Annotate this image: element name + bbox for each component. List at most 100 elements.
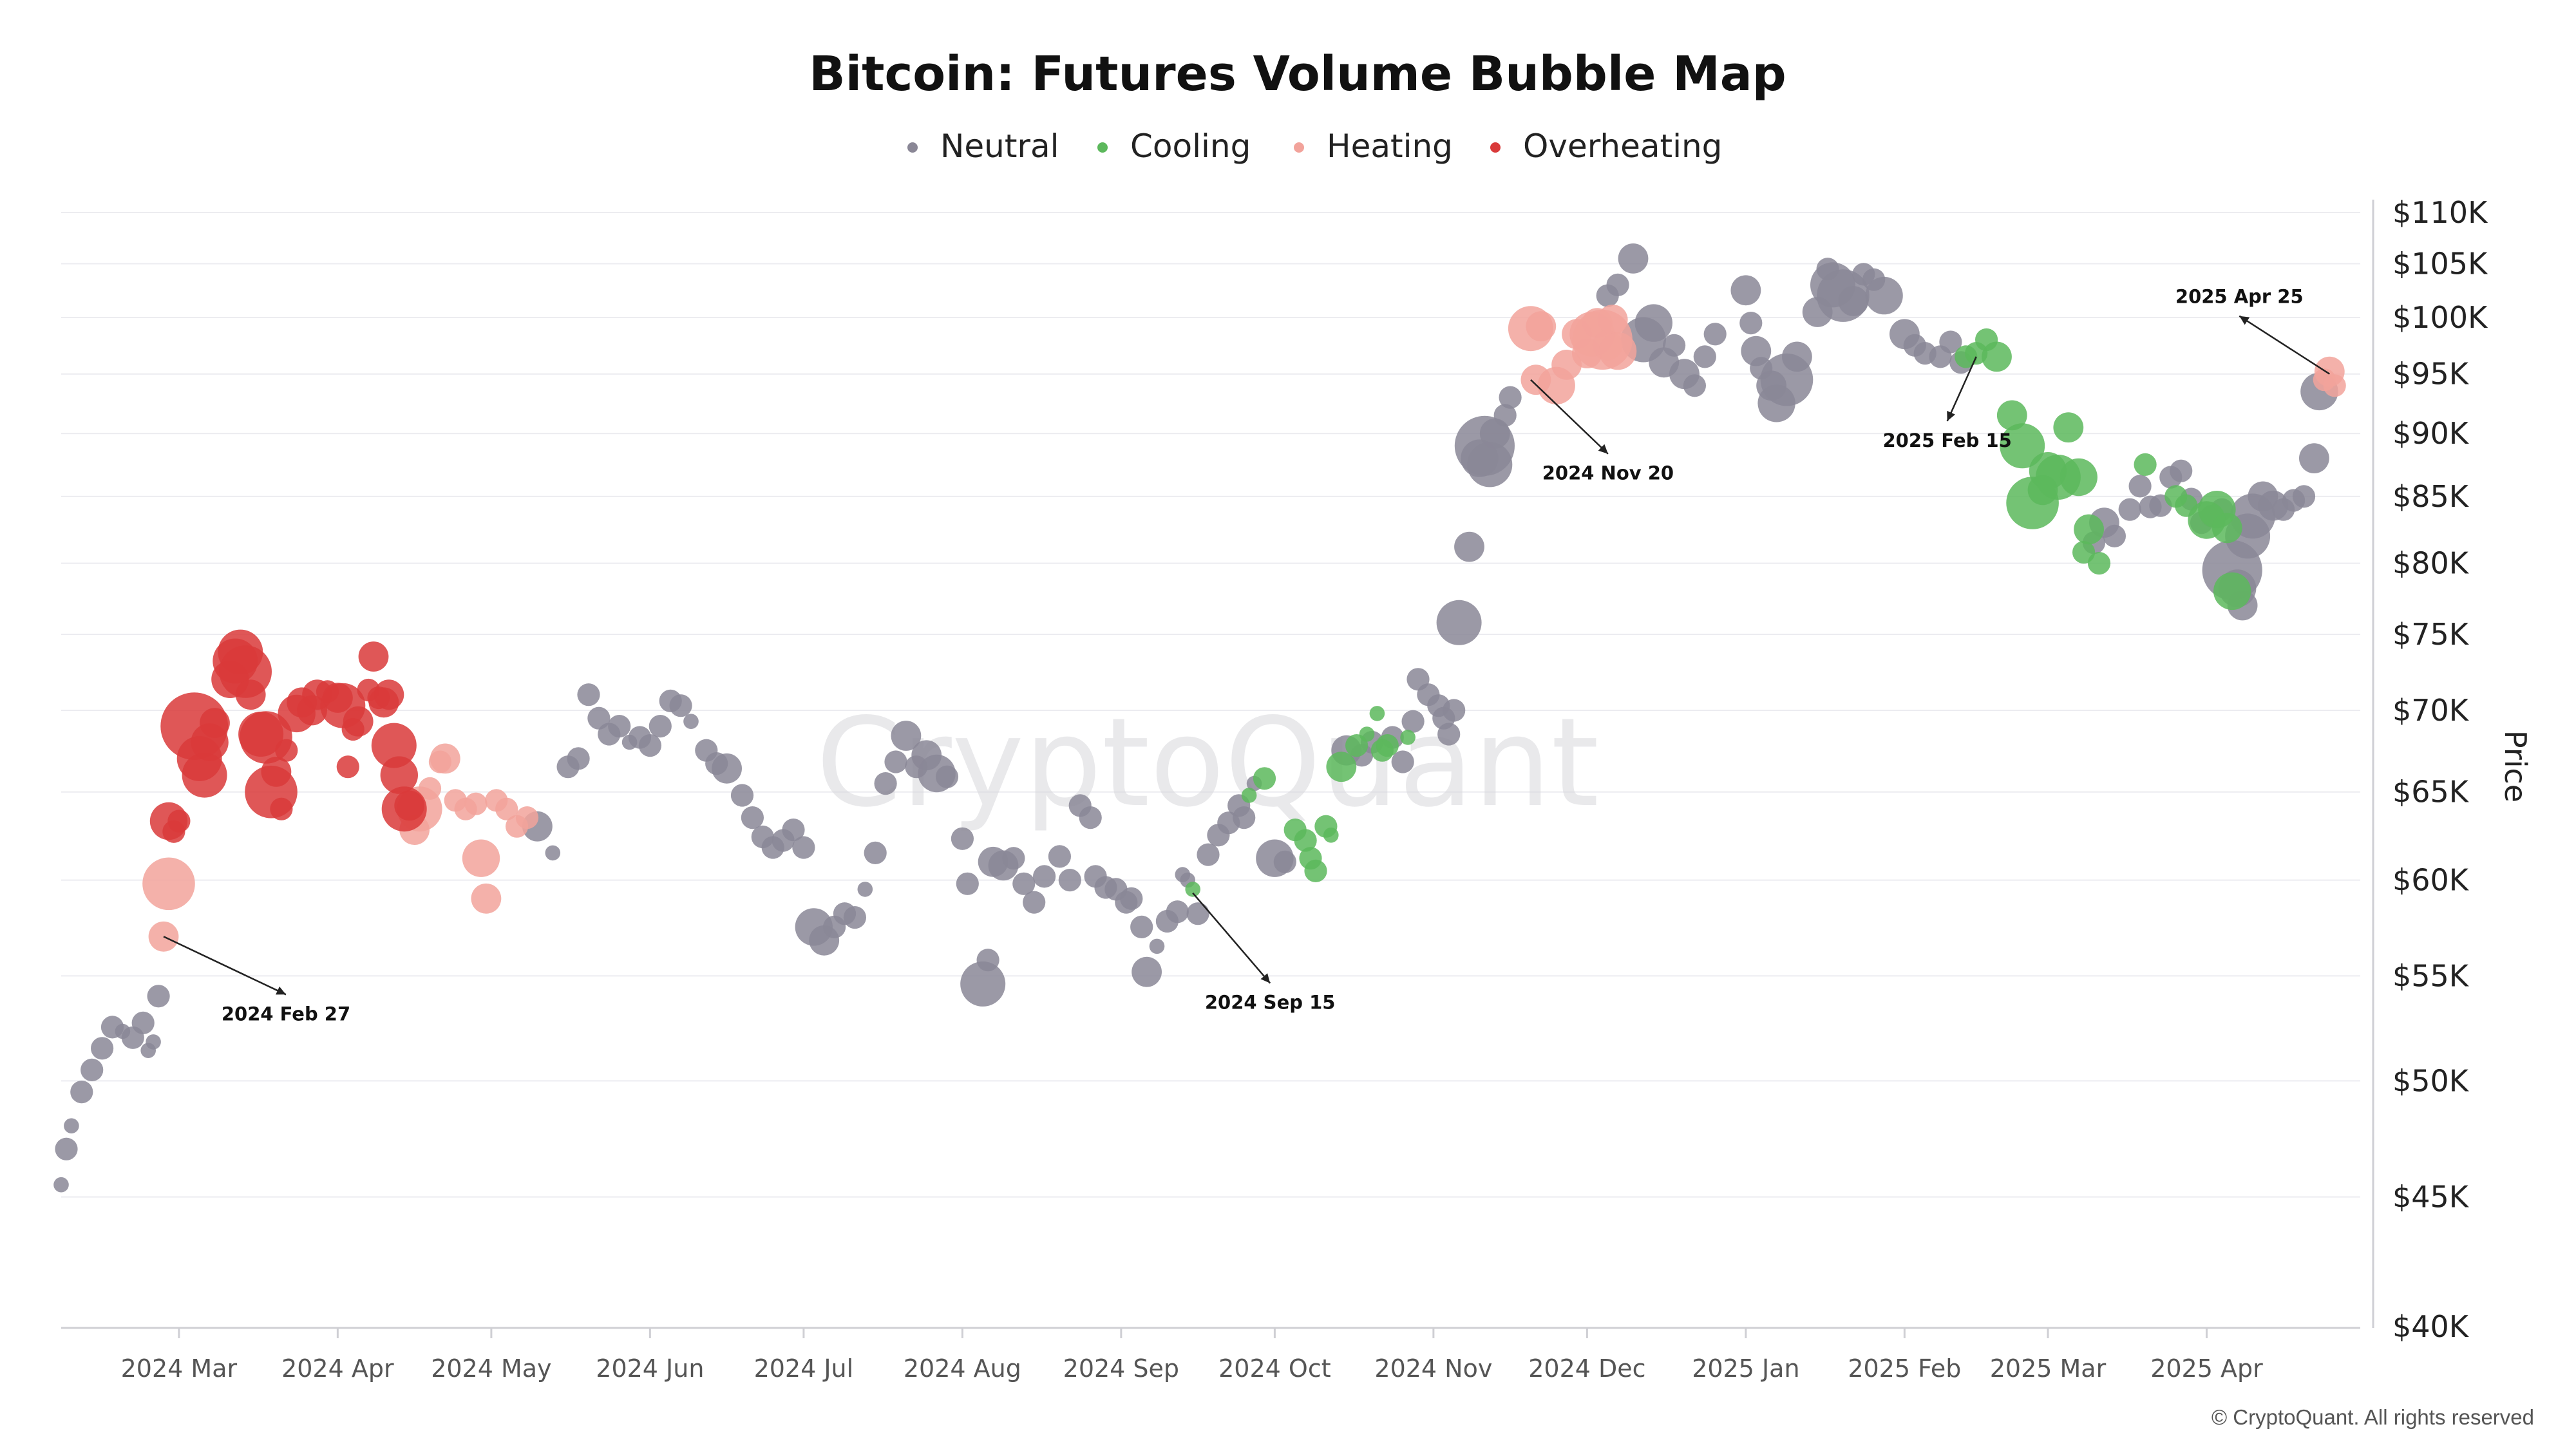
bubble-neutral[interactable]: [2118, 498, 2141, 521]
bubble-neutral[interactable]: [638, 734, 661, 757]
legend-item-neutral[interactable]: Neutral: [907, 128, 1059, 165]
bubble-cooling[interactable]: [1323, 828, 1339, 843]
legend-item-heating[interactable]: Heating: [1294, 128, 1453, 165]
bubble-heating[interactable]: [142, 857, 195, 911]
bubble-neutral[interactable]: [1443, 699, 1466, 722]
bubble-neutral[interactable]: [147, 985, 170, 1008]
bubble-neutral[interactable]: [1939, 330, 1962, 354]
bubble-cooling[interactable]: [1253, 767, 1276, 790]
bubble-neutral[interactable]: [976, 949, 999, 972]
bubble-overheating[interactable]: [358, 641, 389, 672]
bubble-cooling[interactable]: [1185, 882, 1200, 897]
bubble-heating[interactable]: [430, 743, 460, 774]
bubble-neutral[interactable]: [80, 1058, 104, 1081]
bubble-neutral[interactable]: [91, 1037, 114, 1060]
bubble-cooling[interactable]: [1294, 829, 1317, 852]
bubble-neutral[interactable]: [1634, 304, 1672, 342]
bubble-neutral[interactable]: [1730, 275, 1761, 306]
bubble-neutral[interactable]: [864, 841, 887, 864]
bubble-cooling[interactable]: [2213, 572, 2251, 611]
bubble-neutral[interactable]: [64, 1118, 79, 1133]
bubble-neutral[interactable]: [567, 747, 590, 770]
legend-item-overheating[interactable]: Overheating: [1490, 128, 1722, 165]
bubble-neutral[interactable]: [2292, 485, 2316, 508]
bubble-neutral[interactable]: [1436, 600, 1482, 645]
bubble-neutral[interactable]: [1401, 710, 1425, 733]
bubble-neutral[interactable]: [1606, 273, 1629, 296]
bubble-neutral[interactable]: [1437, 723, 1461, 746]
bubble-neutral[interactable]: [1273, 850, 1296, 873]
bubble-neutral[interactable]: [55, 1137, 78, 1160]
bubble-neutral[interactable]: [956, 872, 979, 895]
bubble-cooling[interactable]: [2060, 458, 2098, 497]
bubble-cooling[interactable]: [2134, 453, 2157, 477]
bubble-neutral[interactable]: [1233, 806, 1256, 829]
bubble-overheating[interactable]: [380, 756, 418, 794]
bubble-heating[interactable]: [1598, 332, 1637, 370]
bubble-neutral[interactable]: [1739, 312, 1763, 335]
bubble-neutral[interactable]: [1048, 845, 1071, 868]
bubble-overheating[interactable]: [270, 797, 293, 820]
bubble-neutral[interactable]: [730, 784, 754, 807]
bubble-neutral[interactable]: [146, 1034, 161, 1050]
bubble-neutral[interactable]: [843, 906, 866, 929]
bubble-neutral[interactable]: [951, 827, 974, 850]
bubble-overheating[interactable]: [336, 755, 359, 779]
bubble-neutral[interactable]: [2128, 475, 2152, 498]
bubble-neutral[interactable]: [1865, 276, 1903, 315]
bubble-neutral[interactable]: [712, 753, 742, 784]
bubble-neutral[interactable]: [1454, 531, 1484, 562]
bubble-neutral[interactable]: [891, 721, 922, 751]
bubble-neutral[interactable]: [857, 882, 873, 897]
bubble-neutral[interactable]: [1197, 843, 1220, 866]
bubble-overheating[interactable]: [182, 752, 227, 798]
bubble-neutral[interactable]: [577, 683, 600, 706]
legend-item-cooling[interactable]: Cooling: [1097, 128, 1251, 165]
bubble-neutral[interactable]: [608, 715, 631, 738]
bubble-overheating[interactable]: [275, 739, 298, 762]
bubble-cooling[interactable]: [2053, 412, 2084, 443]
bubble-heating[interactable]: [148, 921, 179, 952]
bubble-neutral[interactable]: [1166, 900, 1189, 923]
bubble-neutral[interactable]: [1683, 374, 1706, 397]
bubble-neutral[interactable]: [2299, 443, 2329, 473]
bubble-neutral[interactable]: [1132, 956, 1162, 987]
bubble-neutral[interactable]: [1012, 872, 1036, 895]
bubble-heating[interactable]: [495, 797, 518, 820]
bubble-neutral[interactable]: [683, 714, 699, 729]
bubble-cooling[interactable]: [2000, 423, 2045, 469]
bubble-neutral[interactable]: [1120, 887, 1143, 910]
bubble-cooling[interactable]: [1359, 726, 1375, 742]
bubble-neutral[interactable]: [1079, 806, 1102, 829]
bubble-neutral[interactable]: [131, 1011, 155, 1034]
bubble-neutral[interactable]: [1033, 865, 1056, 888]
bubble-neutral[interactable]: [1186, 902, 1209, 925]
bubble-neutral[interactable]: [884, 750, 907, 773]
bubble-overheating[interactable]: [261, 757, 292, 787]
bubble-overheating[interactable]: [394, 790, 425, 821]
bubble-overheating[interactable]: [200, 708, 230, 738]
bubble-neutral[interactable]: [545, 845, 561, 861]
bubble-neutral[interactable]: [1391, 750, 1414, 773]
bubble-neutral[interactable]: [1467, 442, 1513, 488]
bubble-cooling[interactable]: [1241, 788, 1257, 803]
bubble-heating[interactable]: [515, 806, 539, 829]
bubble-heating[interactable]: [1526, 311, 1557, 342]
bubble-neutral[interactable]: [960, 961, 1006, 1007]
bubble-neutral[interactable]: [1782, 341, 1812, 372]
bubble-neutral[interactable]: [1703, 323, 1727, 346]
bubble-neutral[interactable]: [1663, 334, 1686, 357]
bubble-neutral[interactable]: [1149, 938, 1165, 954]
bubble-neutral[interactable]: [782, 819, 805, 842]
bubble-overheating[interactable]: [371, 723, 417, 768]
bubble-overheating[interactable]: [374, 679, 404, 710]
bubble-heating[interactable]: [471, 883, 502, 914]
bubble-neutral[interactable]: [1002, 847, 1025, 870]
bubble-cooling[interactable]: [1400, 730, 1416, 745]
bubble-neutral[interactable]: [874, 772, 897, 795]
bubble-neutral[interactable]: [1058, 869, 1081, 892]
bubble-neutral[interactable]: [53, 1177, 69, 1193]
bubble-neutral[interactable]: [741, 806, 764, 829]
bubble-neutral[interactable]: [649, 715, 672, 738]
bubble-cooling[interactable]: [1996, 400, 2027, 431]
